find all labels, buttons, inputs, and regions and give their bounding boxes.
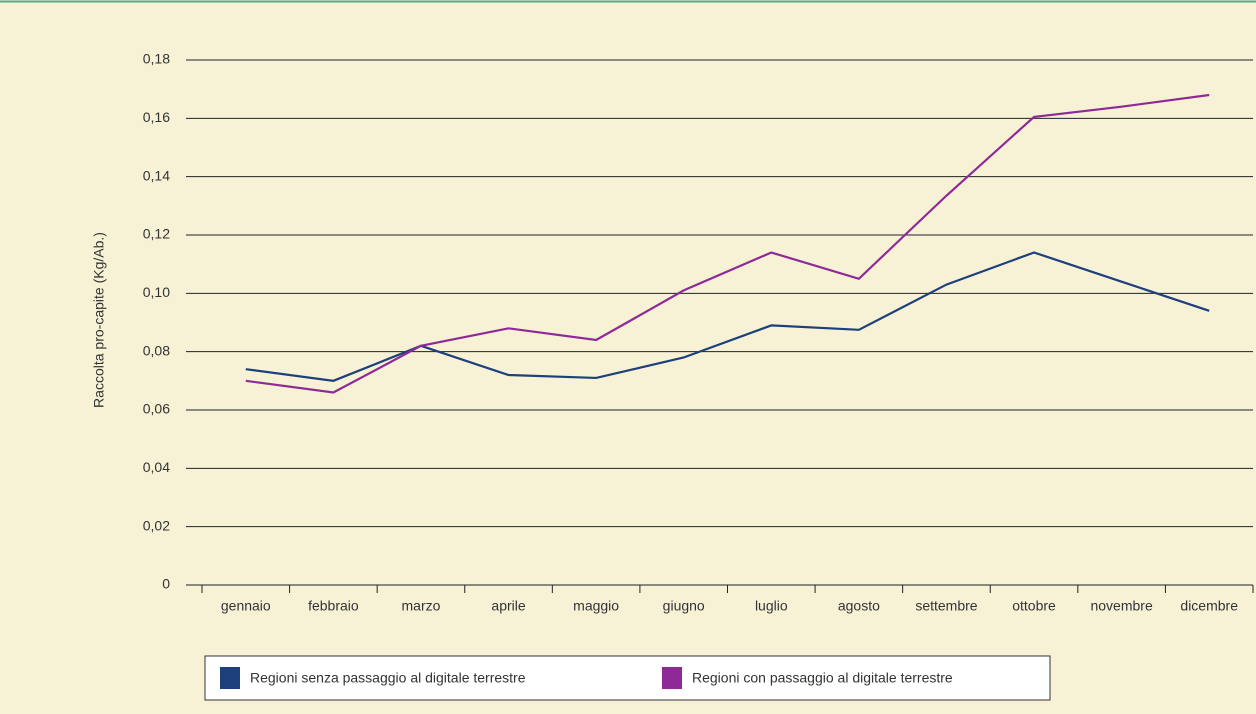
legend [204,655,1051,701]
x-tick-label: giugno [663,598,705,614]
series-line [245,251,1210,382]
legend-label: Regioni senza passaggio al digitale terr… [250,670,526,686]
y-tick-label: 0,16 [143,109,170,125]
x-tick-label: dicembre [1180,598,1238,614]
legend-swatch [220,667,240,689]
y-tick-label: 0,12 [143,226,170,242]
x-tick-label: ottobre [1012,598,1056,614]
y-tick-label: 0,06 [143,401,170,417]
y-tick-label: 0,02 [143,517,170,533]
y-tick-label: 0 [162,576,170,592]
x-tick-label: gennaio [221,598,271,614]
x-tick-label: aprile [491,598,525,614]
y-tick-label: 0,04 [143,459,170,475]
y-tick-label: 0,10 [143,284,170,300]
legend-label: Regioni con passaggio al digitale terres… [692,670,953,686]
x-tick-label: novembre [1090,598,1152,614]
x-tick-label: settembre [915,598,977,614]
legend-swatch [662,667,682,689]
y-axis-label: Raccolta pro-capite (Kg/Ab.) [91,232,107,408]
series-line [245,93,1210,394]
x-tick-label: luglio [755,598,788,614]
x-tick-label: marzo [402,598,441,614]
y-tick-label: 0,18 [143,51,170,67]
x-tick-label: agosto [838,598,880,614]
x-tick-label: febbraio [308,598,359,614]
y-tick-label: 0,14 [143,167,170,183]
x-tick-label: maggio [573,598,619,614]
y-tick-label: 0,08 [143,342,170,358]
